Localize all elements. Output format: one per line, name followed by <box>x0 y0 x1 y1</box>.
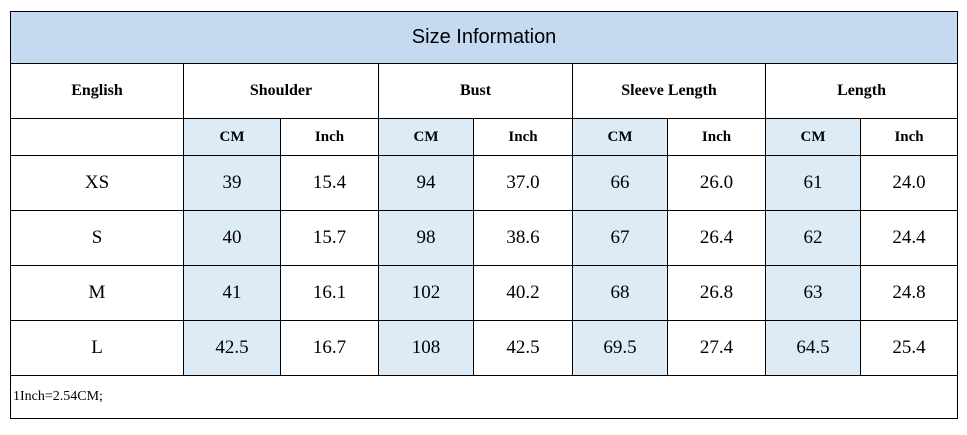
measurement: 27.4 <box>667 320 766 376</box>
size-label: S <box>10 210 184 266</box>
measurement: 39 <box>183 155 281 211</box>
unit-header: Inch <box>667 118 766 156</box>
measurement: 67 <box>572 210 668 266</box>
measurement: 24.8 <box>859 265 959 321</box>
measurement: 98 <box>378 210 474 266</box>
unit-header: CM <box>378 118 474 156</box>
measurement: 42.5 <box>183 320 281 376</box>
measurement: 41 <box>183 265 281 321</box>
table-title: Size Information <box>9 11 959 64</box>
size-row: XS 39 15.4 94 37.0 66 26.0 61 24.0 <box>10 155 959 211</box>
column-header: Length <box>764 63 959 119</box>
measurement: 24.4 <box>859 210 959 266</box>
measurement: 26.8 <box>667 265 766 321</box>
unit-header: CM <box>572 118 668 156</box>
measurement: 24.0 <box>859 155 959 211</box>
measurement: 69.5 <box>572 320 668 376</box>
measurement: 66 <box>572 155 668 211</box>
measurement: 68 <box>572 265 668 321</box>
size-label: L <box>10 320 184 376</box>
measurement: 26.4 <box>667 210 766 266</box>
unit-header: Inch <box>473 118 573 156</box>
size-table-wrap: Size Information English Shoulder Bust Sleev… <box>9 11 959 419</box>
measurement: 40.2 <box>473 265 573 321</box>
size-row: M 41 16.1 102 40.2 68 26.8 63 24.8 <box>10 265 959 321</box>
size-row: L 42.5 16.7 108 42.5 69.5 27.4 64.5 25.4 <box>10 320 959 376</box>
size-row: S 40 15.7 98 38.6 67 26.4 62 24.4 <box>10 210 959 266</box>
measurement: 15.7 <box>280 210 379 266</box>
subheader-row: CM Inch CM Inch CM Inch CM Inch <box>10 118 959 156</box>
measurement: 37.0 <box>473 155 573 211</box>
measurement: 42.5 <box>473 320 573 376</box>
column-header: Shoulder <box>183 63 379 119</box>
measurement: 16.7 <box>280 320 379 376</box>
column-header: Sleeve Length <box>572 63 766 119</box>
measurement: 62 <box>765 210 861 266</box>
title-row: Size Information <box>9 11 959 64</box>
measurement: 61 <box>765 155 861 211</box>
unit-header: CM <box>765 118 861 156</box>
footnote: 1Inch=2.54CM; <box>9 375 959 419</box>
measurement: 16.1 <box>280 265 379 321</box>
measurement: 40 <box>183 210 281 266</box>
measurement: 63 <box>765 265 861 321</box>
measurement: 64.5 <box>765 320 861 376</box>
column-header: Bust <box>378 63 573 119</box>
size-label: XS <box>10 155 184 211</box>
measurement: 38.6 <box>473 210 573 266</box>
measurement: 102 <box>378 265 474 321</box>
measurement: 15.4 <box>280 155 379 211</box>
header-row: English Shoulder Bust Sleeve Length Length <box>10 63 959 119</box>
unit-header: Inch <box>280 118 379 156</box>
column-header: English <box>10 63 184 119</box>
measurement: 108 <box>378 320 474 376</box>
measurement: 26.0 <box>667 155 766 211</box>
size-label: M <box>10 265 184 321</box>
size-table: Size Information English Shoulder Bust Sleev… <box>9 11 959 419</box>
unit-header: Inch <box>859 118 959 156</box>
note-row: 1Inch=2.54CM; <box>9 375 959 419</box>
unit-header: CM <box>183 118 281 156</box>
measurement: 94 <box>378 155 474 211</box>
measurement: 25.4 <box>859 320 959 376</box>
empty-cell <box>10 118 184 156</box>
